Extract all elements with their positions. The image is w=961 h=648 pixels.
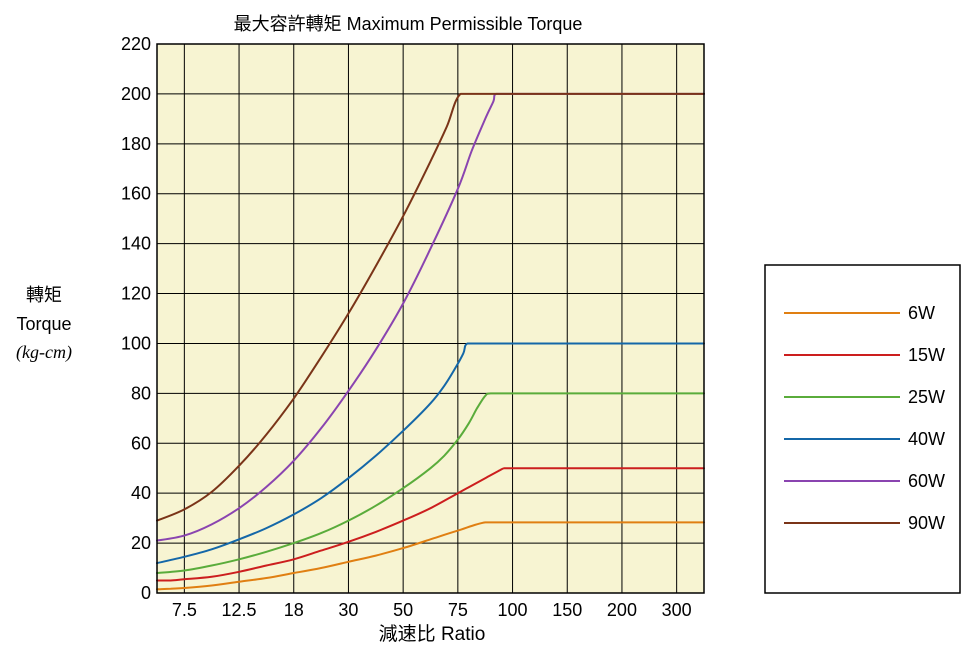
x-tick-label: 75 (448, 600, 468, 620)
x-tick-label: 100 (498, 600, 528, 620)
x-tick-label: 7.5 (172, 600, 197, 620)
legend-items: 6W 15W 25W 40W 60W 90W (784, 303, 945, 533)
y-tick-label: 180 (121, 134, 151, 154)
plot-area (156, 43, 705, 594)
x-tick-label: 30 (338, 600, 358, 620)
x-axis-label: 減速比 Ratio (379, 623, 486, 645)
y-tick-label: 20 (131, 533, 151, 553)
x-axis-ticks: 7.5 12.5 18 30 50 75 100 150 200 300 (172, 600, 692, 620)
series-layer (156, 92, 705, 591)
series-line-15w (156, 467, 705, 582)
y-tick-label: 220 (121, 34, 151, 54)
legend-label-60w: 60W (908, 471, 945, 491)
y-tick-label: 140 (121, 234, 151, 254)
y-tick-label: 80 (131, 383, 151, 403)
y-tick-label: 200 (121, 84, 151, 104)
x-tick-label: 50 (393, 600, 413, 620)
y-axis-label-line-1: 轉矩 (26, 285, 62, 305)
legend: 6W 15W 25W 40W 60W 90W (764, 264, 961, 594)
y-tick-label: 40 (131, 483, 151, 503)
series-line-90w (156, 92, 705, 522)
legend-box (764, 264, 961, 594)
x-tick-label: 200 (607, 600, 637, 620)
plot-frame (156, 43, 705, 594)
y-axis-label: 轉矩 Torque (kg-cm) (16, 285, 72, 363)
y-axis-label-line-3: (kg-cm) (16, 342, 72, 363)
x-tick-label: 18 (284, 600, 304, 620)
x-tick-label: 300 (662, 600, 692, 620)
y-tick-label: 0 (141, 583, 151, 603)
series-line-6w (156, 521, 705, 591)
series-line-25w (156, 392, 705, 574)
y-tick-label: 60 (131, 433, 151, 453)
legend-label-25w: 25W (908, 387, 945, 407)
legend-label-40w: 40W (908, 429, 945, 449)
chart-title: 最大容許轉矩 Maximum Permissible Torque (234, 14, 583, 34)
y-tick-label: 160 (121, 184, 151, 204)
legend-label-6w: 6W (908, 303, 935, 323)
series-line-40w (156, 342, 705, 565)
y-axis-label-line-2: Torque (16, 314, 71, 334)
y-tick-label: 100 (121, 333, 151, 353)
legend-label-90w: 90W (908, 513, 945, 533)
y-tick-label: 120 (121, 284, 151, 304)
x-tick-label: 150 (552, 600, 582, 620)
y-axis-ticks: 0 20 40 60 80 100 120 140 160 180 200 220 (121, 34, 151, 603)
legend-label-15w: 15W (908, 345, 945, 365)
x-tick-label: 12.5 (222, 600, 257, 620)
